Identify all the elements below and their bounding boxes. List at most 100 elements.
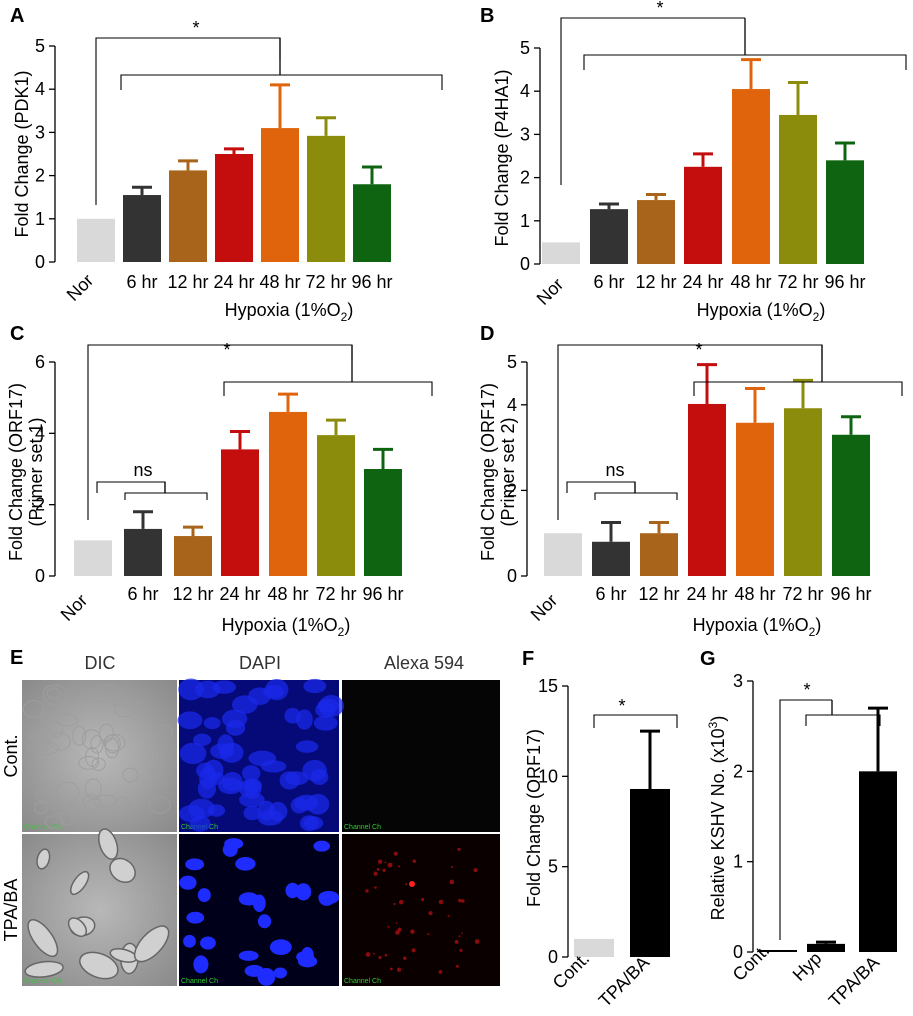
panel-e-dic-cell [36,848,51,870]
panel-e-alexa-signal [399,899,404,905]
panel-c-x-label: 12 hr [172,584,213,604]
panel-d-bar [592,541,630,576]
panel-e-alexa-signal [454,939,459,944]
panel-b-y-tick-label: 3 [520,124,530,144]
panel-e-dic-cell [81,729,102,750]
panel-c-y-tick-label: 4 [35,423,45,443]
panel-a-x-label-nor: Nor [63,270,98,305]
panel-e-dapi-nucleus [299,815,319,832]
panel-c-x-label: 24 hr [219,584,260,604]
panel-b-letter: B [480,5,494,27]
panel-d-bar [640,533,678,576]
panel-d-x-label: 48 hr [734,584,775,604]
panel-d-star: * [695,340,702,360]
panel-b-bracket-hypoxia [583,54,907,70]
panel-e-alexa-signal [427,933,430,936]
panel-a-bar [77,218,115,262]
panel-e-dapi-nucleus [222,842,238,857]
panel-e-dapi-nucleus [231,695,258,714]
panel-e-dapi-nucleus [306,793,330,815]
panel-e-dapi-nucleus [207,804,226,817]
panel-e-dic-cell [26,735,48,753]
panel-e-dapi-nucleus [284,707,301,724]
panel-e-dic-cell [49,732,71,751]
panel-e-dic-cell [31,729,47,744]
panel-e-dic-cell [56,714,78,727]
panel-a-bar [123,195,161,262]
panel-e-dic-cell [33,801,48,814]
panel-g-bracket-inner [805,714,881,726]
panel-e-dapi-nucleus [313,715,338,731]
panel-e-dic-cell [109,857,136,883]
panel-a-y-tick-label: 1 [35,209,45,229]
panel-e-dic-cell [49,720,63,738]
panel-e-dapi-nucleus [210,743,235,759]
panel-a-bar [215,154,253,262]
panel-e-dapi-nucleus [303,678,327,694]
panel-b-x-label-nor: Nor [533,274,568,309]
panel-e-dic-cell [103,733,126,752]
panel-a-bar [261,128,299,262]
panel-b-y-tick-label: 4 [520,81,530,101]
panel-b-x-label: 24 hr [682,272,723,292]
panel-c-bar [221,449,259,576]
panel-g-y-tick-label: 0 [733,942,743,962]
panel-e-dic-cell [79,951,119,980]
panel-f-y-tick-label: 5 [548,857,558,877]
panel-e-dic-cell [99,683,117,699]
panel-e-dic-cell [104,737,120,759]
panel-e-alexa-signal [473,868,478,873]
panel-g-bracket-outer [779,699,832,940]
panel-e-alexa-signal [387,925,390,928]
panel-e-alexa-signal [458,935,461,938]
panel-d-letter: D [480,323,494,345]
panel-a-bar [169,170,207,262]
panel-e-alexa-signal [459,948,463,953]
panel-e-dapi-nucleus [290,797,308,814]
panel-f-y-tick-label: 15 [538,676,558,696]
panel-a-x-label: 72 hr [305,272,346,292]
panel-d-bar [688,403,726,576]
panel-c-bar [317,435,355,576]
panel-c-y-tick-label: 2 [35,495,45,515]
panel-e-dic-cell [60,810,74,826]
panel-b-y-tick-label: 1 [520,211,530,231]
panel-b-x-label: 96 hr [824,272,865,292]
panel-c-hypoxia-label: Hypoxia (1%O2) [222,615,351,639]
panel-e-alexa-signal [409,881,415,887]
panel-a-star: * [192,18,199,38]
panel-b-x-label: 12 hr [635,272,676,292]
panel-e-image-label: Channel Ch [24,978,61,985]
panel-e-alexa-signal [428,911,433,916]
panel-d-x-label: 96 hr [830,584,871,604]
panel-e-alexa-signal [457,847,461,851]
panel-e-alexa-signal [395,930,400,935]
panel-e-alexa-signal [461,932,463,934]
panel-e-alexa-signal [410,929,415,934]
panel-a-letter: A [10,5,24,27]
panel-e-dic-cell [72,725,87,746]
panel-b-x-label: 6 hr [593,272,624,292]
panel-a-x-label: 96 hr [351,272,392,292]
panel-g-x-label: Hyp [789,948,826,985]
panel-e-alexa-signal [373,952,375,955]
panel-b-y-tick-label: 0 [520,254,530,274]
panel-c-bar [269,411,307,576]
panel-e-dapi-nucleus [239,792,265,808]
panel-b-bar [779,114,817,265]
panel-e-dic-cell [90,735,104,754]
panel-e-alexa-signal [421,897,425,902]
panel-e-dic-cell [24,960,64,978]
panel-c-bracket-ns-inner [124,492,208,500]
panel-e-column-label: DAPI [239,653,281,673]
panel-d-y-tick-label: 2 [507,480,517,500]
panel-a-bar [307,135,345,262]
panel-e-image-label: Channel Ch [24,824,61,831]
panel-d-x-label-nor: Nor [527,590,562,625]
panel-d-x-label: 72 hr [782,584,823,604]
panel-e-dic-cell [90,687,108,704]
panel-e-column-label: Alexa 594 [384,653,464,673]
panel-e-dic-cell [154,724,173,741]
panel-e-dapi-nucleus [295,883,312,901]
panel-e-dic-cell [27,919,59,958]
